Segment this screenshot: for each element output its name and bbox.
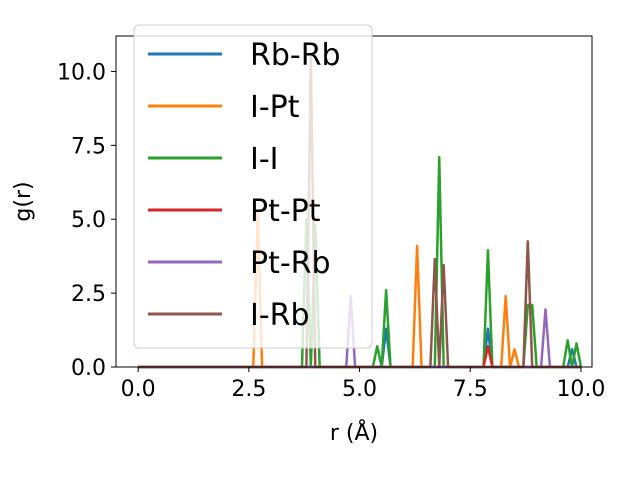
x-tick-label: 2.5 bbox=[231, 377, 266, 402]
legend-label: Rb-Rb bbox=[250, 38, 341, 73]
legend-label: Pt-Rb bbox=[250, 246, 331, 281]
x-tick-label: 5.0 bbox=[342, 377, 377, 402]
legend-label: Pt-Pt bbox=[250, 194, 321, 229]
x-tick-label: 10.0 bbox=[556, 377, 605, 402]
x-tick-label: 0.0 bbox=[121, 377, 156, 402]
x-tick-label: 7.5 bbox=[453, 377, 488, 402]
y-axis: 0.0 2.5 5.0 7.5 10.0 bbox=[57, 60, 116, 381]
legend-label: I-Pt bbox=[250, 90, 300, 125]
y-axis-label: g(r) bbox=[11, 181, 36, 221]
y-tick-label: 2.5 bbox=[71, 282, 106, 307]
x-axis: 0.0 2.5 5.0 7.5 10.0 bbox=[121, 367, 605, 402]
legend-label: I-Rb bbox=[250, 298, 310, 333]
x-axis-label: r (Å) bbox=[330, 419, 378, 446]
legend: Rb-Rb I-Pt I-I Pt-Pt Pt-Rb I-Rb bbox=[133, 24, 373, 349]
y-tick-label: 10.0 bbox=[57, 60, 106, 85]
y-tick-label: 0.0 bbox=[71, 356, 106, 381]
y-tick-label: 5.0 bbox=[71, 208, 106, 233]
legend-label: I-I bbox=[250, 142, 279, 177]
y-tick-label: 7.5 bbox=[71, 134, 106, 159]
